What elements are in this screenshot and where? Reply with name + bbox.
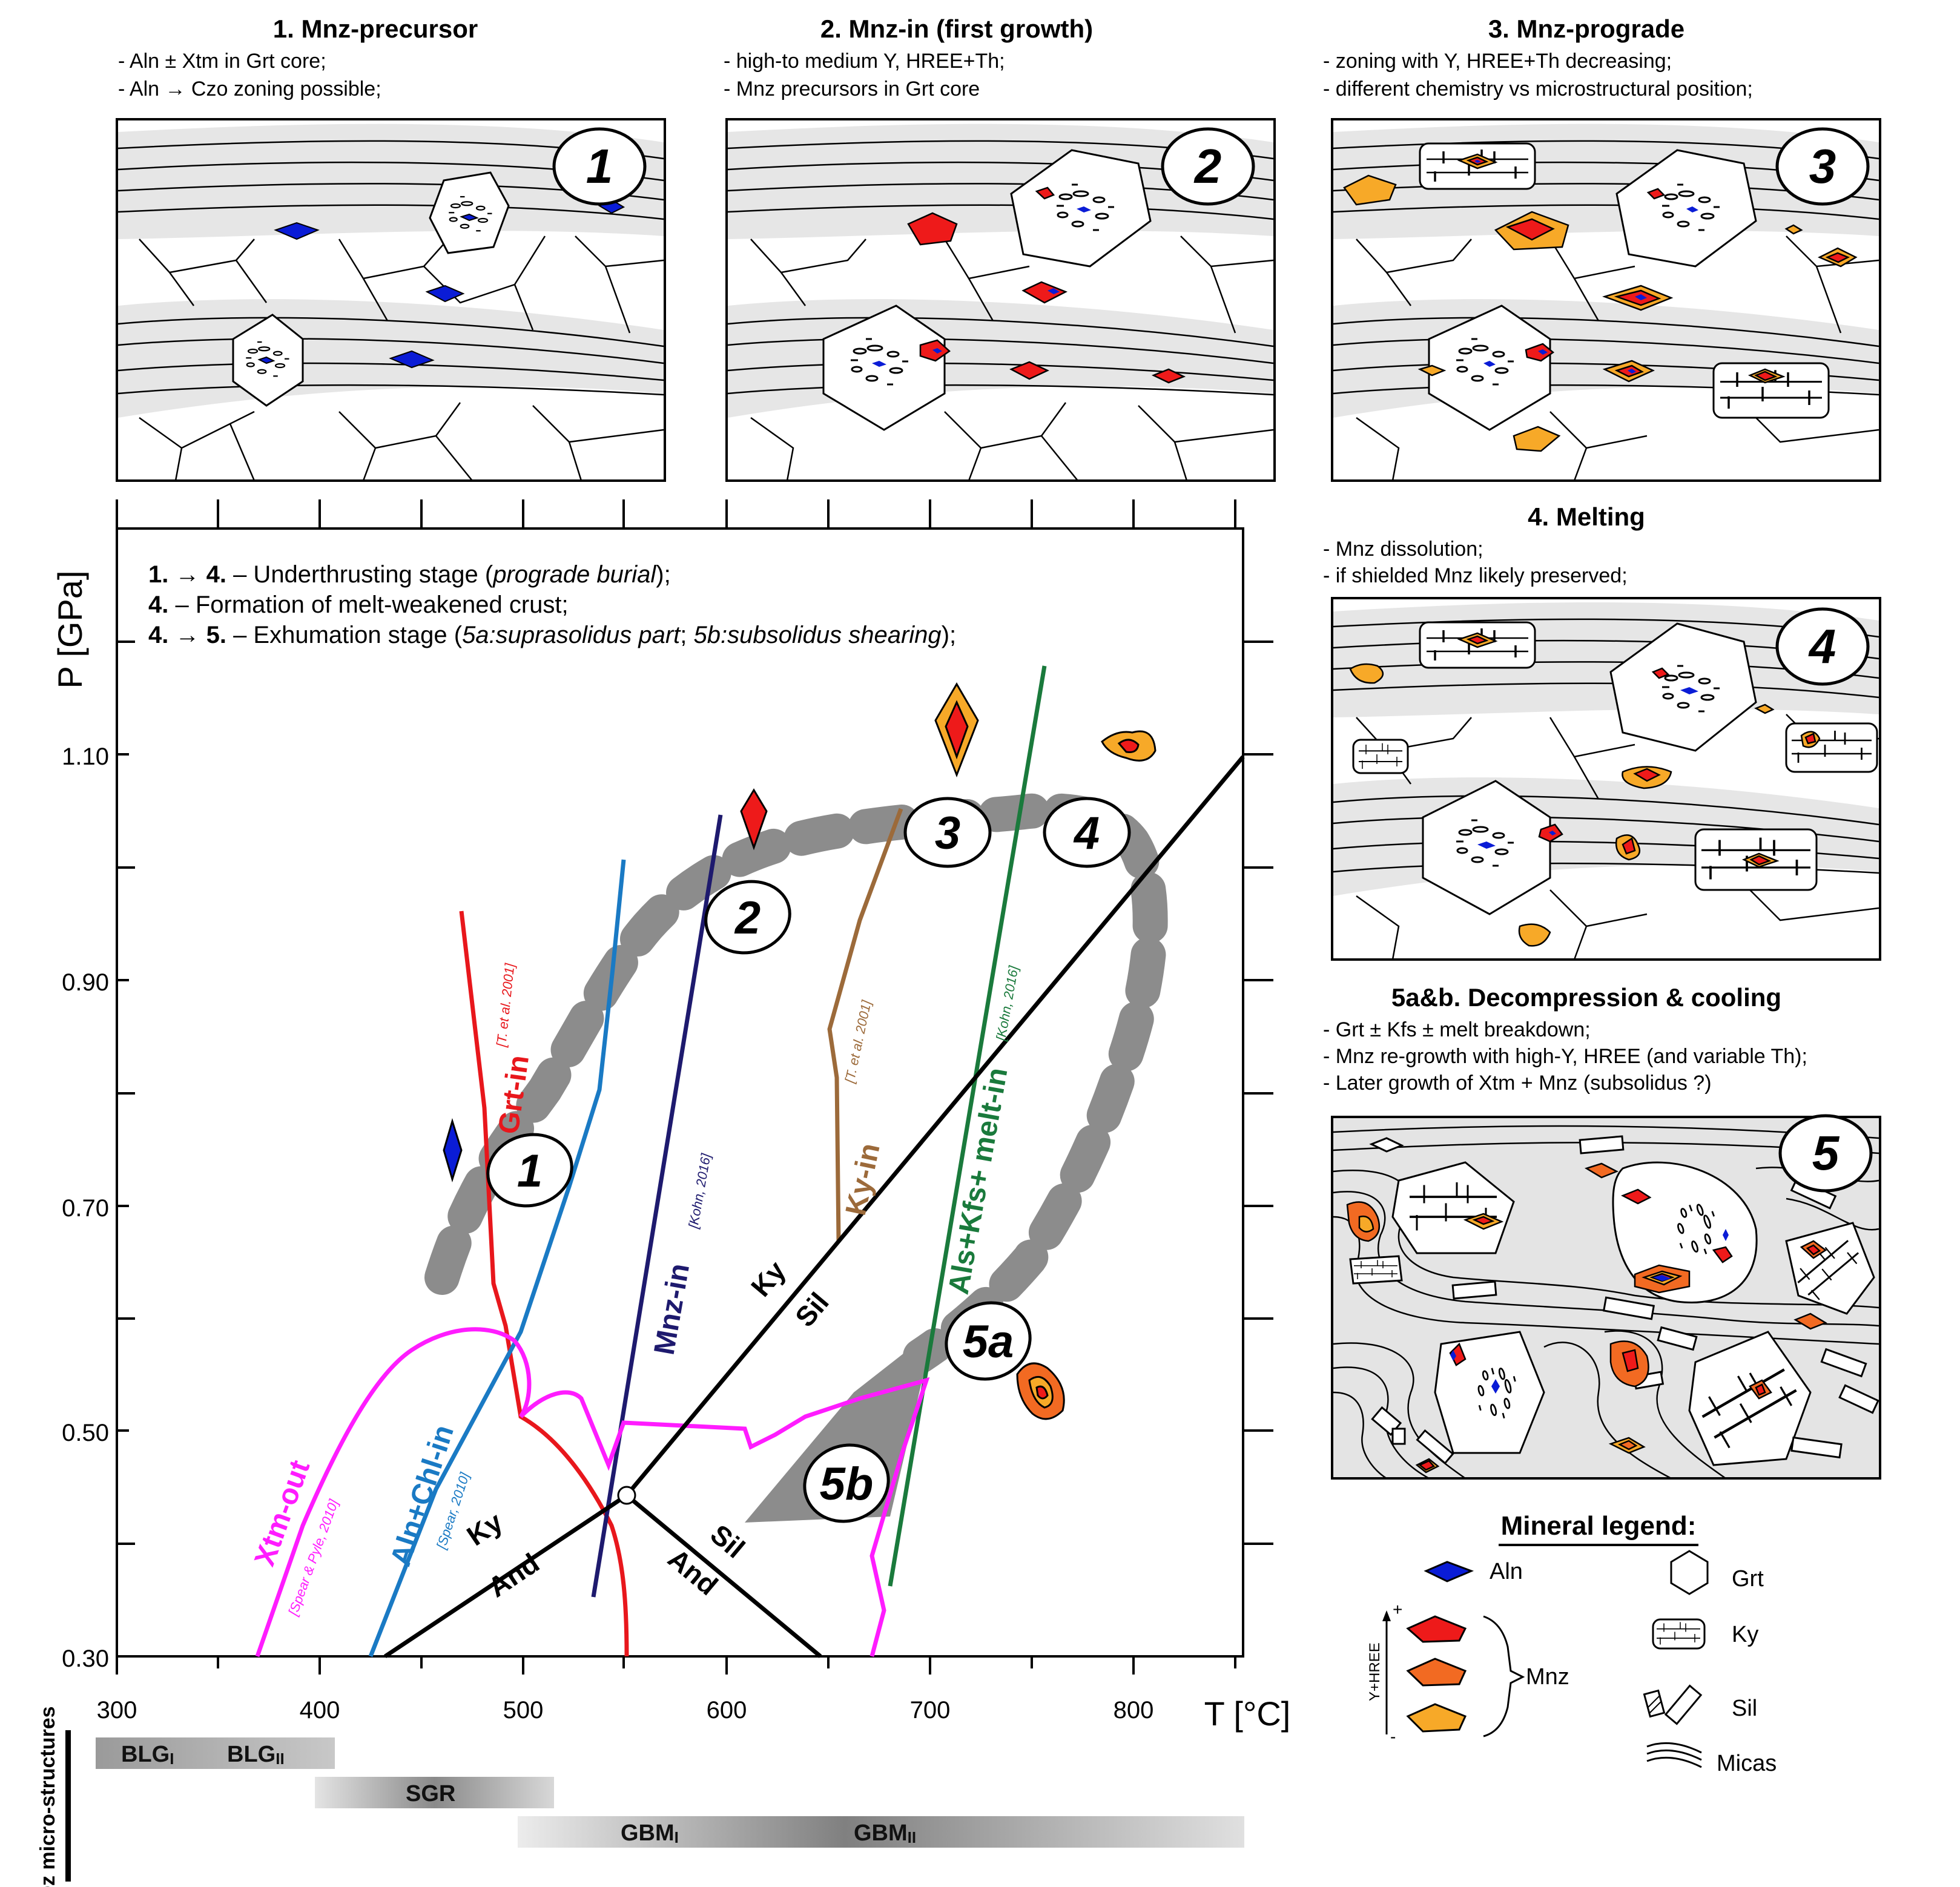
gbm-2-label: GBMII <box>854 1820 916 1846</box>
legend-grt: Grt <box>1732 1566 1764 1592</box>
gbm-1-label: GBMI <box>621 1820 679 1846</box>
path-label-1: 1 <box>517 1145 543 1197</box>
microstructures: Qz micro-structures BLGI BLGII SGR GBMI … <box>36 1706 1244 1887</box>
legend-micas: Micas <box>1717 1751 1777 1776</box>
panel-5-line-3: - Later growth of Xtm + Mnz (subsolidus … <box>1323 1072 1712 1095</box>
x-tick-600: 600 <box>707 1697 747 1724</box>
legend-grt-symbol <box>1670 1550 1709 1595</box>
panel-3-line-1: - zoning with Y, HREE+Th decreasing; <box>1323 50 1672 73</box>
triple-point <box>617 1486 636 1505</box>
xtm-out-line <box>255 1327 930 1658</box>
x-tick-400: 400 <box>300 1697 340 1724</box>
bar-sgr <box>315 1777 554 1808</box>
path-label-3: 3 <box>935 808 960 859</box>
panel-1-line-2: - Aln → Czo zoning possible; <box>118 77 381 100</box>
panel-2-badge: 2 <box>1193 139 1222 193</box>
legend-ky: Ky <box>1732 1622 1758 1647</box>
legend-minus: - <box>1390 1727 1396 1746</box>
panel-4-text: 4. Melting - Mnz dissolution; - if shiel… <box>1323 502 1645 587</box>
path-label-2: 2 <box>734 892 761 944</box>
panel-3-badge: 3 <box>1809 139 1836 193</box>
x-tick-300: 300 <box>97 1697 137 1724</box>
legend-sil-symbol-2 <box>1664 1684 1703 1725</box>
panel-4-badge: 4 <box>1808 619 1836 673</box>
panel-4-sketch: 4 <box>1331 597 1881 961</box>
plot-frame <box>116 527 1244 1658</box>
mnz-in-line <box>591 814 723 1598</box>
note-2: 4. – Formation of melt-weakened crust; <box>148 591 569 618</box>
bar-blg <box>96 1737 335 1769</box>
y-tick-0.50: 0.50 <box>62 1420 109 1446</box>
panel-1-line-1: - Aln ± Xtm in Grt core; <box>118 50 326 73</box>
y-tick-1.10: 1.10 <box>62 743 109 770</box>
ky-in-line <box>827 808 903 1242</box>
legend-sil: Sil <box>1732 1696 1757 1721</box>
panel-3-sketch: 3 <box>1331 118 1881 482</box>
legend-micas-symbol <box>1646 1742 1702 1768</box>
pt-diagram: P [GPa] T [°C] 300 400 500 600 700 800 1… <box>51 499 1290 1733</box>
path-label-5a: 5a <box>963 1316 1014 1368</box>
legend-ky-symbol <box>1652 1618 1706 1650</box>
panel-3-title: 3. Mnz-prograde <box>1488 15 1684 43</box>
sil-and-line <box>625 1493 822 1658</box>
panel-5-line-1: - Grt ± Kfs ± melt breakdown; <box>1323 1018 1591 1041</box>
path-label-5b: 5b <box>820 1458 874 1510</box>
legend-mnz-low <box>1406 1703 1467 1733</box>
y-axis-label: P [GPa] <box>51 570 89 688</box>
panel-4-title: 4. Melting <box>1528 502 1645 531</box>
x-tick-700: 700 <box>910 1697 951 1724</box>
legend-sil-symbol-1 <box>1643 1689 1666 1718</box>
microstructures-label: Qz micro-structures <box>36 1706 59 1887</box>
blg-1-label: BLGI <box>121 1742 174 1768</box>
panel-2-line-1: - high-to medium Y, HREE+Th; <box>724 50 1005 73</box>
x-axis-label: T [°C] <box>1204 1694 1291 1733</box>
legend-aln-symbol <box>1424 1561 1474 1582</box>
panel-5-title: 5a&b. Decompression & cooling <box>1391 983 1781 1012</box>
panel-5-line-2: - Mnz re-growth with high-Y, HREE (and v… <box>1323 1045 1807 1068</box>
als-melt-in-line <box>888 665 1047 1587</box>
blg-2-label: BLGII <box>227 1742 285 1768</box>
legend-plus: + <box>1393 1600 1402 1619</box>
legend-mnz-high <box>1406 1615 1467 1643</box>
legend-mnz-mid <box>1406 1658 1467 1687</box>
panel-1-title: 1. Mnz-precursor <box>273 15 478 43</box>
pt-path <box>424 793 1168 1374</box>
path-label-4: 4 <box>1073 808 1100 859</box>
panel-1-text: 1. Mnz-precursor - Aln ± Xtm in Grt core… <box>118 15 478 100</box>
legend-aln: Aln <box>1490 1559 1523 1584</box>
note-3: 4. → 5. – Exhumation stage (5a:suprasoli… <box>148 622 956 648</box>
panel-3-text: 3. Mnz-prograde - zoning with Y, HREE+Th… <box>1323 15 1753 100</box>
bar-gbm <box>518 1816 1244 1848</box>
y-tick-0.70: 0.70 <box>62 1195 109 1222</box>
panel-2-text: 2. Mnz-in (first growth) - high-to mediu… <box>724 15 1093 100</box>
x-tick-500: 500 <box>503 1697 544 1724</box>
panel-4-line-2: - if shielded Mnz likely preserved; <box>1323 564 1628 587</box>
panel-5-badge: 5 <box>1812 1126 1840 1180</box>
mineral-legend: Mineral legend: Aln Grt Ky Mnz Y+HREE + … <box>1367 1511 1777 1776</box>
panel-2-sketch: 2 <box>725 118 1276 482</box>
panel-5-text: 5a&b. Decompression & cooling - Grt ± Kf… <box>1323 983 1807 1095</box>
y-tick-0.30: 0.30 <box>62 1645 109 1672</box>
x-tick-800: 800 <box>1114 1697 1154 1724</box>
panel-4-line-1: - Mnz dissolution; <box>1323 538 1483 561</box>
panel-1-sketch: 1 <box>116 118 666 482</box>
legend-axis-label: Y+HREE <box>1367 1642 1383 1701</box>
legend-title: Mineral legend: <box>1501 1511 1697 1541</box>
panel-5-sketch: 5 <box>1331 1114 1881 1480</box>
ky-and-line <box>384 1493 628 1658</box>
panel-2-title: 2. Mnz-in (first growth) <box>820 15 1093 43</box>
aln-chl-in-line <box>368 859 626 1658</box>
panel-1-badge: 1 <box>586 139 613 193</box>
sgr-label: SGR <box>406 1781 455 1806</box>
note-1: 1. → 4. – Underthrusting stage (prograde… <box>148 561 671 588</box>
legend-mnz: Mnz <box>1526 1664 1569 1690</box>
panel-2-line-2: - Mnz precursors in Grt core <box>724 77 980 100</box>
panel-3-line-2: - different chemistry vs microstructural… <box>1323 77 1753 100</box>
ky-sil-line <box>625 755 1245 1497</box>
y-tick-0.90: 0.90 <box>62 969 109 996</box>
